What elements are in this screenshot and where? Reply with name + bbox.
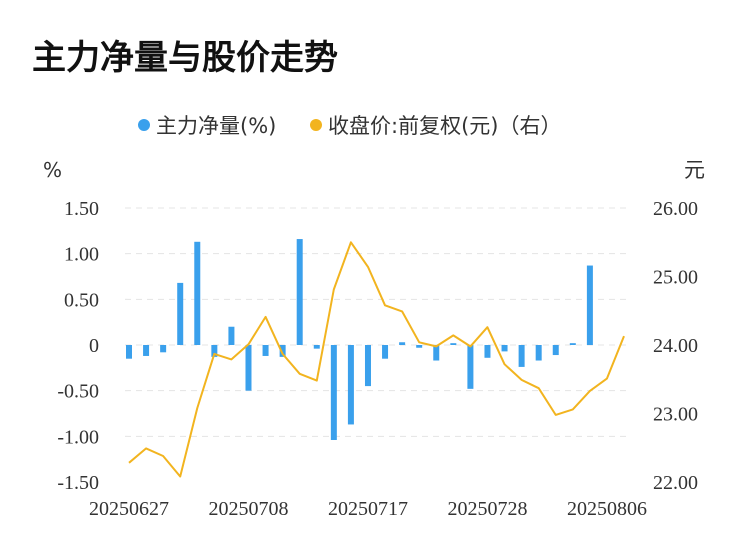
bar: [330, 345, 337, 440]
legend-marker-bar: [138, 119, 150, 131]
bar: [467, 345, 474, 389]
left-tick-label: -1.50: [57, 472, 99, 494]
bar: [347, 345, 354, 425]
price-line: [128, 241, 625, 478]
bar: [382, 345, 389, 359]
x-tick-label: 20250728: [447, 498, 527, 520]
bar: [399, 342, 406, 345]
right-axis-unit: 元: [684, 158, 705, 182]
bar: [279, 345, 286, 357]
bar: [501, 345, 508, 352]
left-axis-ticks: 1.50 1.00 0.50 0 -0.50 -1.00 -1.50: [57, 198, 99, 494]
bar: [484, 345, 491, 358]
gridlines: [125, 207, 628, 437]
right-tick-label: 23.00: [653, 404, 698, 426]
right-tick-label: 26.00: [653, 198, 698, 220]
bar: [586, 265, 593, 345]
bar: [262, 345, 269, 356]
bar: [177, 282, 184, 345]
left-tick-label: -1.00: [57, 426, 99, 448]
bar: [433, 345, 440, 361]
bar: [364, 345, 371, 387]
x-tick-label: 20250627: [89, 498, 169, 520]
bar: [296, 239, 303, 345]
left-tick-label: 0: [89, 335, 99, 357]
legend-label-bar: 主力净量(%): [156, 114, 276, 138]
legend-marker-line: [310, 119, 322, 131]
bar: [450, 343, 457, 345]
x-tick-label: 20250717: [328, 498, 408, 520]
bar: [228, 326, 235, 345]
bar: [245, 345, 252, 391]
bar-series: [126, 239, 593, 440]
left-tick-label: -0.50: [57, 381, 99, 403]
chart-title: 主力净量与股价走势: [32, 38, 338, 78]
left-tick-label: 1.00: [64, 244, 99, 266]
left-tick-label: 1.50: [64, 198, 99, 220]
bar: [143, 345, 150, 356]
x-axis-ticks: 20250627 20250708 20250717 20250728 20250806: [89, 498, 647, 520]
legend: 主力净量(%) 收盘价:前复权(元)（右）: [138, 114, 561, 138]
bar: [535, 345, 542, 361]
bar: [211, 345, 218, 357]
bar: [313, 345, 320, 349]
right-tick-label: 24.00: [653, 335, 698, 357]
bar: [552, 345, 559, 356]
right-tick-label: 25.00: [653, 267, 698, 289]
left-axis-unit: %: [43, 158, 62, 182]
right-tick-label: 22.00: [653, 472, 698, 494]
bar: [194, 241, 201, 345]
bar: [160, 345, 167, 353]
left-tick-label: 0.50: [64, 289, 99, 311]
bar: [416, 345, 423, 348]
line-series: [128, 241, 625, 478]
x-tick-label: 20250806: [567, 498, 647, 520]
x-tick-label: 20250708: [208, 498, 288, 520]
bar: [569, 343, 576, 345]
legend-label-line: 收盘价:前复权(元)（右）: [328, 114, 561, 138]
bar: [126, 345, 132, 359]
right-axis-ticks: 26.00 25.00 24.00 23.00 22.00: [653, 198, 698, 494]
bar: [518, 345, 525, 367]
